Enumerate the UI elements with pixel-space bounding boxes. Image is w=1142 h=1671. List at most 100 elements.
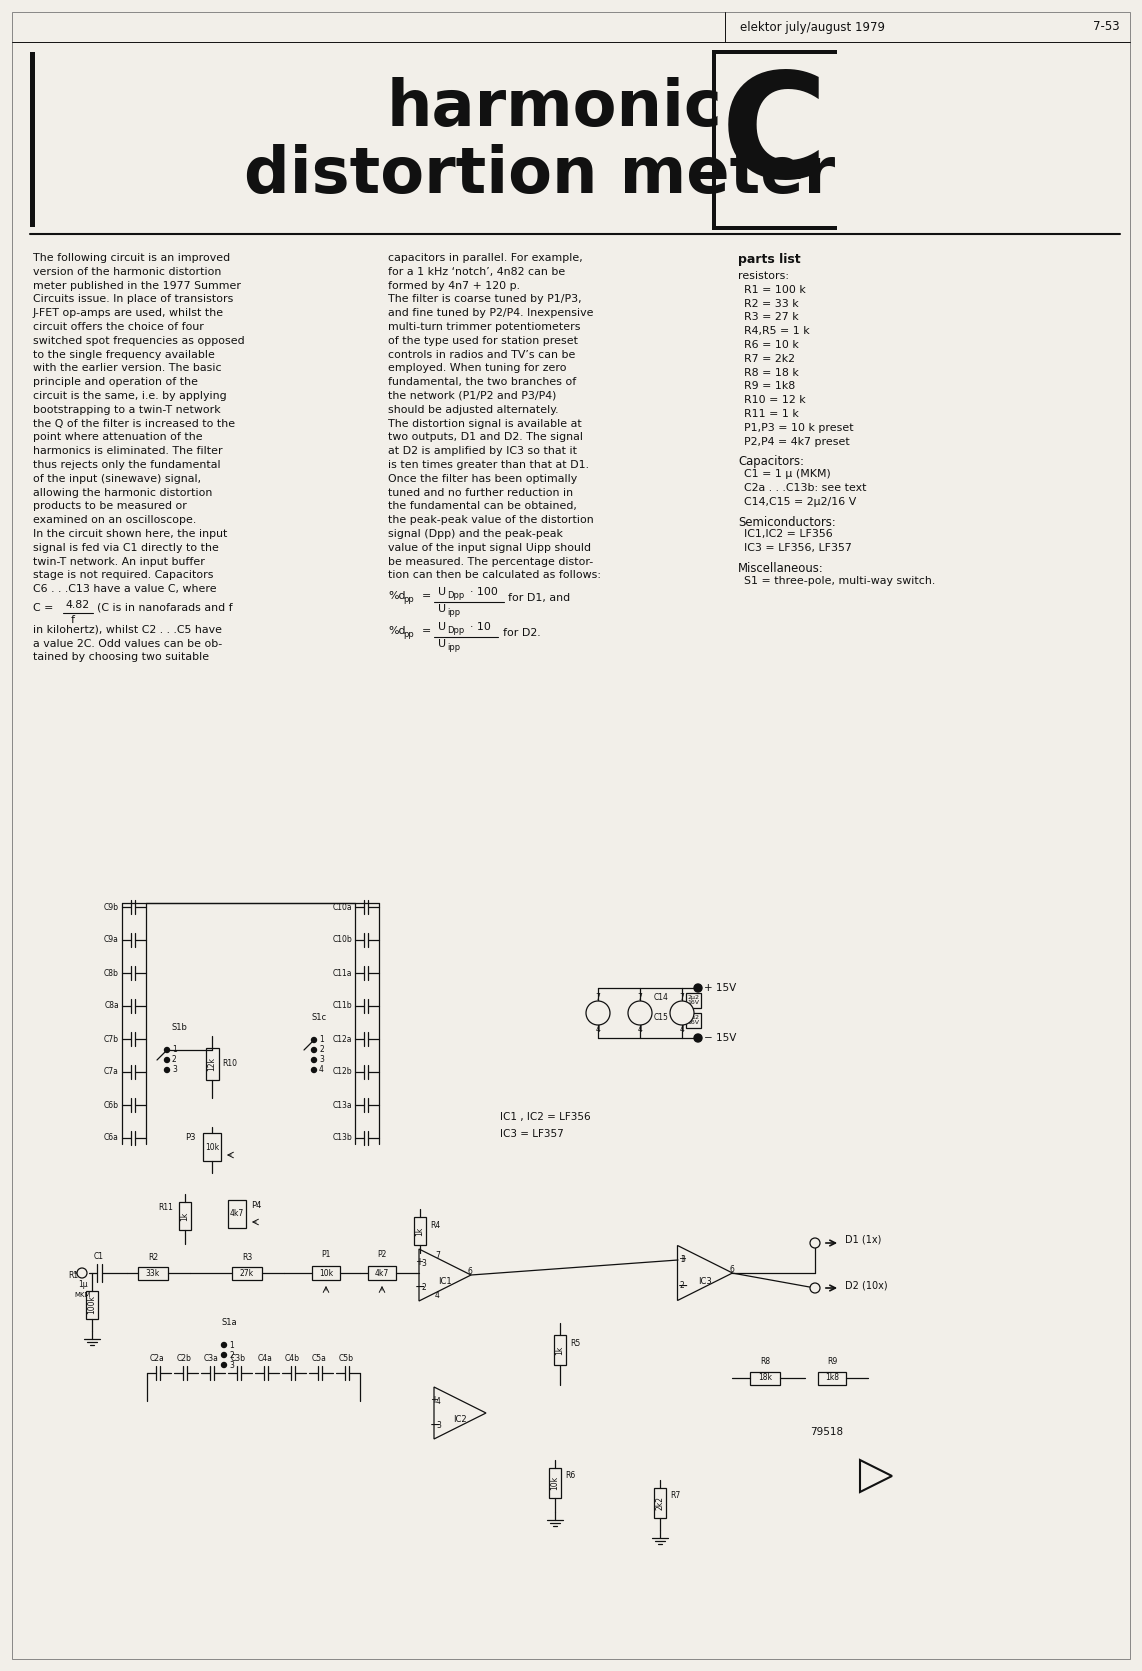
Text: thus rejects only the fundamental: thus rejects only the fundamental (33, 460, 220, 470)
Text: the Q of the filter is increased to the: the Q of the filter is increased to the (33, 419, 235, 428)
Text: 1: 1 (230, 1340, 234, 1350)
Text: the peak-peak value of the distortion: the peak-peak value of the distortion (388, 515, 594, 525)
Text: signal is fed via C1 directly to the: signal is fed via C1 directly to the (33, 543, 219, 553)
Text: · 100: · 100 (471, 587, 498, 597)
Text: 7: 7 (679, 993, 684, 1001)
Text: capacitors in parallel. For example,: capacitors in parallel. For example, (388, 252, 582, 262)
Text: f: f (71, 615, 75, 625)
Bar (30, 52, 35, 227)
Text: 10k: 10k (204, 1143, 219, 1151)
Text: the network (P1/P2 and P3/P4): the network (P1/P2 and P3/P4) (388, 391, 556, 401)
Circle shape (628, 1001, 652, 1024)
Bar (228, 1200, 246, 1228)
Text: In the circuit shown here, the input: In the circuit shown here, the input (33, 530, 227, 540)
Text: 2μ2
16V: 2μ2 16V (687, 994, 699, 1006)
Text: bootstrapping to a twin-T network: bootstrapping to a twin-T network (33, 404, 220, 414)
Text: 3: 3 (679, 1255, 685, 1265)
Bar (711, 50, 837, 53)
Text: 10k: 10k (319, 1268, 333, 1278)
Text: −: − (678, 1280, 689, 1292)
Circle shape (222, 1362, 226, 1367)
Text: distortion meter: distortion meter (244, 144, 836, 206)
Text: C =: C = (33, 603, 54, 613)
Bar (750, 1372, 780, 1385)
Text: C4b: C4b (284, 1354, 299, 1364)
Text: Circuits issue. In place of transistors: Circuits issue. In place of transistors (33, 294, 233, 304)
Text: for D2.: for D2. (502, 628, 540, 638)
Text: %d: %d (388, 592, 405, 602)
Text: Semiconductors:: Semiconductors: (738, 516, 836, 528)
Text: 27k: 27k (240, 1268, 254, 1278)
Text: tuned and no further reduction in: tuned and no further reduction in (388, 488, 573, 498)
Bar (368, 1267, 396, 1280)
Bar (312, 1267, 340, 1280)
Text: C15: C15 (653, 1013, 668, 1021)
Circle shape (222, 1352, 226, 1357)
Circle shape (312, 1038, 316, 1043)
Text: 4: 4 (637, 1024, 643, 1033)
Circle shape (164, 1048, 169, 1053)
Text: +: + (431, 1395, 439, 1405)
Text: 2μ2
16V: 2μ2 16V (687, 1014, 699, 1026)
Text: Dpp: Dpp (447, 592, 465, 600)
Text: 4: 4 (596, 1024, 601, 1033)
Text: controls in radios and TV’s can be: controls in radios and TV’s can be (388, 349, 576, 359)
Text: IC3: IC3 (676, 1009, 687, 1016)
Text: C7b: C7b (104, 1034, 119, 1043)
Circle shape (222, 1342, 226, 1347)
Text: S1a: S1a (222, 1318, 238, 1327)
Text: parts list: parts list (738, 252, 801, 266)
Text: C12a: C12a (332, 1034, 352, 1043)
Text: principle and operation of the: principle and operation of the (33, 378, 198, 388)
Text: Capacitors:: Capacitors: (738, 456, 804, 468)
Text: 4: 4 (319, 1066, 324, 1074)
Text: R1: R1 (67, 1272, 78, 1280)
Text: twin-T network. An input buffer: twin-T network. An input buffer (33, 556, 204, 566)
Text: 3: 3 (436, 1420, 441, 1429)
Text: 7-53: 7-53 (1093, 20, 1120, 33)
Text: fundamental, the two branches of: fundamental, the two branches of (388, 378, 577, 388)
Bar (554, 1335, 566, 1365)
Text: tion can then be calculated as follows:: tion can then be calculated as follows: (388, 570, 601, 580)
Text: IC2: IC2 (635, 1009, 645, 1016)
Circle shape (810, 1283, 820, 1293)
Text: meter published in the 1977 Summer: meter published in the 1977 Summer (33, 281, 241, 291)
Text: P4: P4 (251, 1200, 262, 1210)
Text: of the type used for station preset: of the type used for station preset (388, 336, 578, 346)
Text: 7: 7 (435, 1250, 440, 1260)
Text: 6: 6 (729, 1265, 734, 1273)
Text: U: U (439, 587, 447, 597)
Text: R9: R9 (827, 1357, 837, 1367)
Text: examined on an oscilloscope.: examined on an oscilloscope. (33, 515, 196, 525)
Text: products to be measured or: products to be measured or (33, 501, 187, 511)
Text: and fine tuned by P2/P4. Inexpensive: and fine tuned by P2/P4. Inexpensive (388, 307, 594, 317)
Text: R9 = 1k8: R9 = 1k8 (743, 381, 795, 391)
Text: +: + (678, 1253, 686, 1263)
Text: be measured. The percentage distor-: be measured. The percentage distor- (388, 556, 593, 566)
Text: C10a: C10a (332, 902, 352, 911)
Text: P3: P3 (185, 1133, 196, 1143)
Text: harmonics is eliminated. The filter: harmonics is eliminated. The filter (33, 446, 223, 456)
Text: 1k: 1k (416, 1227, 425, 1235)
Text: pp: pp (403, 630, 413, 640)
Text: IC2: IC2 (453, 1414, 467, 1424)
Text: ipp: ipp (447, 608, 460, 617)
Text: 3: 3 (319, 1056, 324, 1064)
Text: · 10: · 10 (471, 622, 491, 632)
Text: S1b: S1b (172, 1023, 188, 1033)
Text: + 15V: + 15V (703, 983, 737, 993)
Text: C13a: C13a (332, 1101, 352, 1110)
Text: 100k: 100k (88, 1295, 97, 1315)
Text: IC3 = LF357: IC3 = LF357 (500, 1130, 564, 1140)
Text: to the single frequency available: to the single frequency available (33, 349, 215, 359)
Text: C14: C14 (653, 993, 668, 1001)
Text: U: U (439, 622, 447, 632)
Text: R6 = 10 k: R6 = 10 k (743, 339, 798, 349)
Text: formed by 4n7 + 120 p.: formed by 4n7 + 120 p. (388, 281, 520, 291)
Text: 10k: 10k (550, 1475, 560, 1491)
Text: R11: R11 (158, 1203, 172, 1211)
Text: C1 = 1 μ (MKM): C1 = 1 μ (MKM) (743, 470, 830, 480)
Text: for a 1 kHz ‘notch’, 4n82 can be: for a 1 kHz ‘notch’, 4n82 can be (388, 267, 565, 277)
Text: R11 = 1 k: R11 = 1 k (743, 409, 798, 419)
Text: R6: R6 (565, 1472, 576, 1481)
